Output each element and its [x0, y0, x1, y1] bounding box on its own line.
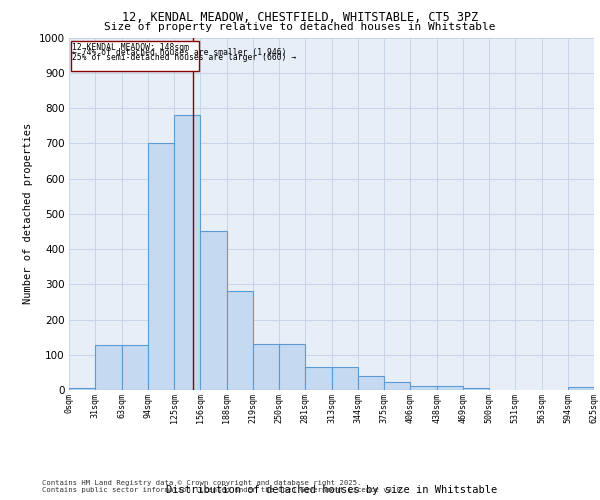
Bar	[279, 344, 305, 390]
Text: Contains HM Land Registry data © Crown copyright and database right 2025.: Contains HM Land Registry data © Crown c…	[42, 480, 361, 486]
Bar	[227, 292, 253, 390]
Bar	[463, 388, 489, 390]
Text: 12, KENDAL MEADOW, CHESTFIELD, WHITSTABLE, CT5 3PZ: 12, KENDAL MEADOW, CHESTFIELD, WHITSTABL…	[122, 11, 478, 24]
Bar	[437, 386, 463, 390]
Text: Size of property relative to detached houses in Whitstable: Size of property relative to detached ho…	[104, 22, 496, 32]
Bar	[148, 144, 174, 390]
Bar	[69, 388, 95, 390]
Bar	[384, 382, 410, 390]
Y-axis label: Number of detached properties: Number of detached properties	[23, 123, 33, 304]
FancyBboxPatch shape	[71, 41, 199, 71]
Bar	[410, 386, 437, 390]
Bar	[358, 376, 384, 390]
Text: ← 74% of detached houses are smaller (1,946): ← 74% of detached houses are smaller (1,…	[73, 48, 287, 57]
Bar	[122, 345, 148, 390]
Bar	[200, 232, 227, 390]
Bar	[305, 367, 332, 390]
Bar	[253, 344, 279, 390]
Bar	[174, 115, 200, 390]
Text: 12 KENDAL MEADOW: 148sqm: 12 KENDAL MEADOW: 148sqm	[73, 43, 190, 52]
X-axis label: Distribution of detached houses by size in Whitstable: Distribution of detached houses by size …	[166, 486, 497, 496]
Text: Contains public sector information licensed under the Open Government Licence v3: Contains public sector information licen…	[42, 487, 405, 493]
Bar	[332, 367, 358, 390]
Bar	[568, 387, 594, 390]
Bar	[95, 345, 122, 390]
Text: 25% of semi-detached houses are larger (660) →: 25% of semi-detached houses are larger (…	[73, 54, 296, 62]
